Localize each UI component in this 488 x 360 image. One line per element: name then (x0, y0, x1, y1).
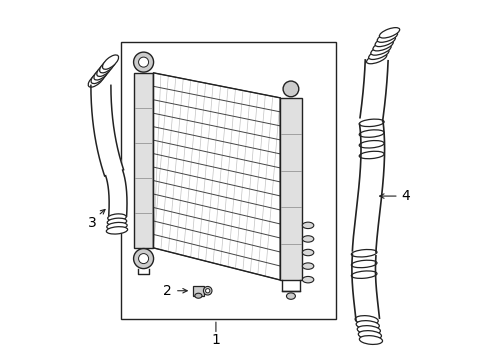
Ellipse shape (194, 293, 202, 298)
Circle shape (283, 81, 298, 97)
Ellipse shape (374, 36, 395, 46)
Ellipse shape (357, 326, 380, 334)
Bar (134, 73, 153, 248)
Ellipse shape (302, 236, 313, 242)
Text: 1: 1 (211, 333, 220, 347)
Text: 4: 4 (400, 189, 409, 203)
Ellipse shape (359, 336, 382, 345)
Circle shape (133, 52, 153, 72)
Ellipse shape (94, 66, 110, 80)
Circle shape (203, 287, 212, 295)
Ellipse shape (106, 227, 127, 234)
Ellipse shape (302, 222, 313, 229)
Polygon shape (352, 121, 384, 252)
Text: 3: 3 (88, 216, 97, 230)
Text: 2: 2 (163, 284, 172, 298)
Polygon shape (105, 170, 127, 216)
Ellipse shape (107, 214, 126, 221)
Ellipse shape (368, 49, 388, 59)
Circle shape (138, 253, 148, 264)
Ellipse shape (355, 321, 379, 329)
Bar (192, 286, 203, 296)
Ellipse shape (370, 45, 390, 55)
Ellipse shape (302, 249, 313, 256)
Ellipse shape (379, 28, 399, 38)
Polygon shape (91, 85, 123, 176)
Ellipse shape (302, 276, 313, 283)
Ellipse shape (97, 62, 113, 76)
Ellipse shape (102, 55, 119, 69)
Polygon shape (351, 254, 379, 320)
Circle shape (138, 57, 148, 67)
Ellipse shape (358, 330, 381, 339)
Ellipse shape (302, 263, 313, 269)
Polygon shape (359, 60, 387, 121)
Bar (121, 42, 335, 319)
Ellipse shape (107, 218, 126, 225)
Circle shape (205, 289, 209, 293)
Bar (280, 98, 301, 280)
Ellipse shape (376, 32, 397, 42)
Ellipse shape (286, 293, 295, 299)
Circle shape (133, 249, 153, 269)
Ellipse shape (100, 59, 116, 73)
Polygon shape (153, 73, 280, 280)
Ellipse shape (372, 40, 392, 51)
Ellipse shape (106, 222, 127, 230)
Ellipse shape (91, 69, 107, 84)
